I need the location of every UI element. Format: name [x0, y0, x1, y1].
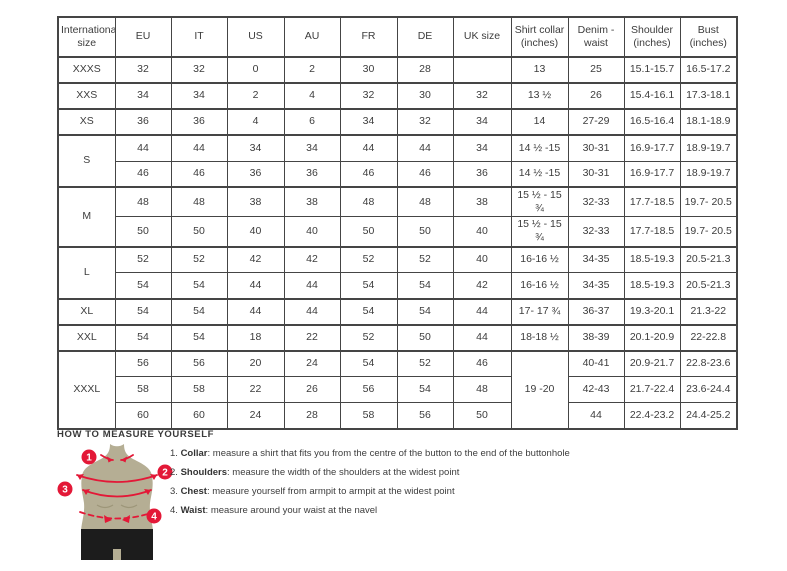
- measurement-figure: 1 2 3 4: [53, 443, 177, 566]
- col-header-uk-size: UK size: [452, 16, 512, 58]
- marker-1-label: 1: [86, 453, 92, 464]
- col-header-shirt-collar: Shirt collar (inches): [510, 16, 569, 58]
- instruction-term: Waist: [180, 505, 206, 516]
- marker-1-circle: [81, 449, 97, 465]
- instruction-term: Chest: [180, 486, 207, 497]
- col-header-bust: Bust (inches): [679, 16, 738, 58]
- marker-4-circle: [146, 508, 162, 524]
- col-header-denim-waist: Denim - waist: [567, 16, 625, 58]
- arrowheads: [77, 456, 157, 523]
- instruction-number: 3.: [170, 486, 181, 497]
- instruction-number: 1.: [170, 448, 181, 459]
- table-row-l-2: 54 54 44 44 54 54 42 16-16 ½ 34-35 18.5-…: [58, 272, 738, 299]
- table-row-xs: XS 36 36 4 6 34 32 34 14 27-29 16.5-16.4…: [57, 108, 738, 136]
- torso-shape: [81, 444, 153, 560]
- size-label: L: [57, 245, 116, 299]
- how-to-measure-heading: HOW TO MEASURE YOURSELF: [57, 429, 215, 440]
- size-label: XS: [57, 108, 116, 136]
- col-header-international-size: International size: [57, 16, 116, 58]
- table-row-xxxl-2: 58 58 22 26 56 54 48 42-43 21.7-22.4 23.…: [58, 376, 738, 403]
- measure-instructions-list: 1. Collar: measure a shirt that fits you…: [170, 449, 570, 525]
- size-label: S: [57, 134, 116, 188]
- marker-4-label: 4: [151, 512, 157, 523]
- marker-3-label: 3: [62, 485, 68, 496]
- col-header-us: US: [226, 16, 285, 58]
- table-row-xxxl-3: 60 60 24 28 58 56 50 44 22.4-23.2 24.4-2…: [58, 402, 738, 429]
- shorts-shape: [81, 529, 153, 560]
- instruction-shoulders: 2. Shoulders: measure the width of the s…: [170, 467, 570, 478]
- table-row-xxs: XXS 34 34 2 4 32 30 32 13 ½ 26 15.4-16.1…: [57, 82, 738, 110]
- col-header-shoulder: Shoulder (inches): [623, 16, 681, 58]
- table-row-xxl: XXL 54 54 18 22 52 50 44 18-18 ½ 38-39 2…: [57, 323, 738, 351]
- table-row-m-1: M 48 48 38 38 48 48 38 15 ½ - 15 ¾ 32-33…: [57, 186, 738, 247]
- table-row-xxxl-1: XXXL 56 56 20 24 54 52 46 19 -20 40-41 2…: [57, 349, 738, 429]
- size-chart-table: International size EU IT US AU FR DE UK …: [57, 16, 738, 430]
- instruction-chest: 3. Chest: measure yourself from armpit t…: [170, 486, 570, 497]
- instruction-collar: 1. Collar: measure a shirt that fits you…: [170, 448, 570, 459]
- size-label: XXXS: [57, 56, 116, 84]
- merged-collar-cell: 19 -20: [510, 349, 569, 429]
- table-row-s-1: S 44 44 34 34 44 44 34 14 ½ -15 30-31 16…: [57, 134, 738, 188]
- instruction-number: 2.: [170, 467, 181, 478]
- instruction-text: : measure around your waist at the navel: [205, 505, 378, 516]
- table-row-m-2: 50 50 40 40 50 50 40 15 ½ - 15 ¾ 32-33 1…: [58, 216, 738, 247]
- instruction-text: : measure a shirt that fits you from the…: [207, 448, 570, 459]
- table-row-l-1: L 52 52 42 42 52 52 40 16-16 ½ 34-35 18.…: [57, 245, 738, 299]
- mannequin-torso-illustration: 1 2 3 4: [57, 444, 173, 560]
- instruction-text: : measure the width of the shoulders at …: [227, 467, 460, 478]
- instruction-waist: 4. Waist: measure around your waist at t…: [170, 505, 570, 516]
- col-header-de: DE: [396, 16, 454, 58]
- marker-3-circle: [57, 481, 73, 497]
- marker-2-circle: [157, 464, 173, 480]
- chest-line: [82, 489, 152, 498]
- size-label: XXS: [57, 82, 116, 110]
- size-label: XXL: [57, 323, 116, 351]
- instruction-text: : measure yourself from armpit to armpit…: [206, 486, 455, 497]
- instruction-number: 4.: [170, 505, 181, 516]
- figure-markers: 1 2 3 4: [57, 449, 173, 524]
- size-label: XL: [57, 297, 116, 325]
- size-label: M: [57, 186, 116, 247]
- header-row: International size EU IT US AU FR DE UK …: [57, 16, 738, 58]
- col-header-fr: FR: [339, 16, 398, 58]
- col-header-it: IT: [170, 16, 228, 58]
- size-label: XXXL: [57, 349, 116, 429]
- instruction-term: Collar: [180, 448, 208, 459]
- table-row-xl: XL 54 54 44 44 54 54 44 17- 17 ¾ 36-37 1…: [57, 297, 738, 325]
- shoulders-line: [76, 474, 158, 483]
- marker-2-label: 2: [162, 468, 168, 479]
- table-row-s-2: 46 46 36 36 46 46 36 14 ½ -15 30-31 16.9…: [58, 160, 738, 188]
- table-row-xxxs: XXXS 32 32 0 2 30 28 13 25 15.1-15.7 16.…: [57, 56, 738, 84]
- instruction-term: Shoulders: [180, 467, 228, 478]
- col-header-eu: EU: [114, 16, 172, 58]
- col-header-au: AU: [283, 16, 341, 58]
